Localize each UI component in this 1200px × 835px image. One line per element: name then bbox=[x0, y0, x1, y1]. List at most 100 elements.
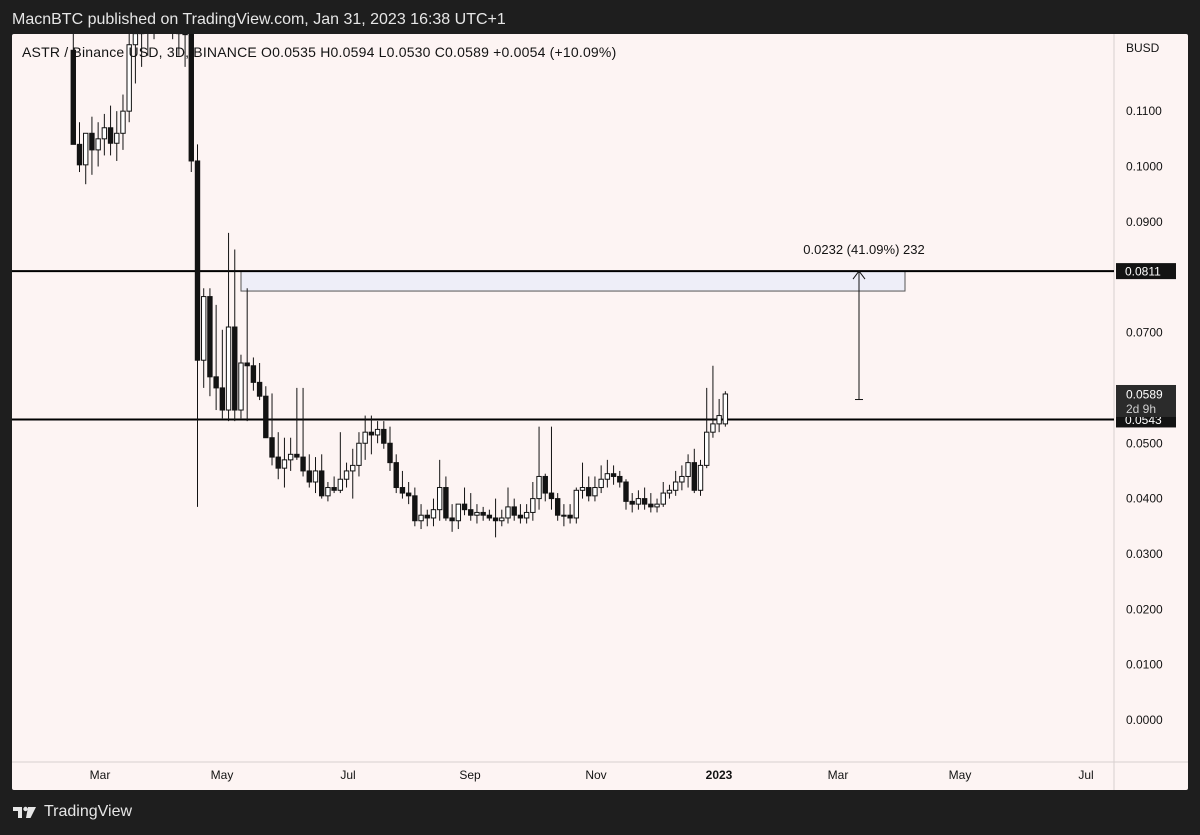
candle-down bbox=[480, 511, 486, 516]
candle-down bbox=[368, 431, 375, 436]
price-tick-label: 0.0000 bbox=[1126, 713, 1163, 727]
candle-down bbox=[412, 495, 418, 522]
time-tick-label: Mar bbox=[90, 768, 111, 782]
candle-up bbox=[536, 475, 542, 500]
candle-up bbox=[455, 503, 462, 522]
candle-up bbox=[95, 138, 101, 151]
price-axis-unit: BUSD bbox=[1126, 41, 1160, 55]
candle-up bbox=[499, 517, 505, 522]
candle-down bbox=[207, 296, 213, 378]
candle-up bbox=[604, 473, 611, 480]
candle-up bbox=[343, 470, 350, 480]
candle-up bbox=[225, 326, 232, 411]
tradingview-logo[interactable]: TradingView bbox=[12, 803, 132, 821]
candle-up bbox=[132, 34, 139, 46]
candle-down bbox=[623, 481, 629, 502]
candle-down bbox=[306, 470, 312, 483]
candle-up bbox=[660, 492, 666, 505]
candle-down bbox=[648, 503, 654, 508]
candle-up bbox=[697, 464, 704, 491]
price-tick-label: 0.0200 bbox=[1126, 602, 1163, 616]
publisher-bar: MacnBTC published on TradingView.com, Ja… bbox=[0, 0, 1200, 40]
candle-up bbox=[101, 127, 108, 140]
candle-up bbox=[337, 478, 344, 491]
level-price-tag bbox=[1116, 263, 1176, 280]
candle-up bbox=[238, 362, 244, 411]
candle-up bbox=[152, 6, 156, 12]
time-tick-label: May bbox=[211, 768, 234, 782]
candle-up bbox=[704, 431, 710, 466]
candle-down bbox=[387, 442, 393, 464]
candle-down bbox=[300, 456, 306, 472]
measure-arrow-head bbox=[852, 270, 866, 280]
candle-up bbox=[374, 428, 381, 436]
candle-down bbox=[176, 34, 182, 35]
candle-up bbox=[561, 514, 567, 517]
brand-label: TradingView bbox=[44, 803, 133, 820]
publisher-text: MacnBTC published on TradingView.com, Ja… bbox=[12, 11, 506, 28]
time-tick-label: 2023 bbox=[706, 768, 733, 782]
candle-down bbox=[269, 437, 275, 458]
current-price-tag bbox=[1116, 384, 1176, 417]
candle-down bbox=[232, 326, 238, 411]
candle-down bbox=[511, 506, 517, 516]
candle-up bbox=[666, 489, 673, 494]
candle-down bbox=[567, 514, 573, 519]
candle-down bbox=[294, 453, 300, 458]
level-price-label: 0.0811 bbox=[1125, 265, 1161, 279]
candle-down bbox=[443, 487, 449, 519]
time-tick-label: Nov bbox=[585, 768, 606, 782]
candle-up bbox=[530, 498, 536, 513]
candle-down bbox=[393, 462, 399, 489]
time-tick-label: Jul bbox=[1078, 768, 1093, 782]
candle-down bbox=[629, 500, 635, 505]
candle-up bbox=[654, 503, 660, 508]
candle-up bbox=[281, 459, 288, 469]
time-tick-label: Mar bbox=[828, 768, 849, 782]
candle-down bbox=[542, 475, 548, 494]
candle-up bbox=[505, 506, 511, 519]
candle-down bbox=[331, 487, 337, 491]
candle-up bbox=[523, 511, 530, 519]
candle-down bbox=[586, 487, 592, 497]
candle-up bbox=[672, 481, 679, 491]
candle-up bbox=[592, 487, 598, 497]
candle-up bbox=[685, 462, 691, 477]
candle-down bbox=[170, 12, 174, 18]
candle-up bbox=[710, 423, 716, 433]
candle-down bbox=[554, 498, 561, 516]
candle-up bbox=[146, 12, 150, 23]
price-tick-label: 0.0100 bbox=[1126, 658, 1163, 672]
candle-up bbox=[430, 509, 437, 519]
time-tick-label: May bbox=[949, 768, 972, 782]
candle-up bbox=[418, 514, 424, 522]
time-tick-label: Jul bbox=[340, 768, 355, 782]
candle-up bbox=[126, 44, 132, 112]
candle-up bbox=[83, 132, 89, 166]
candle-up bbox=[356, 442, 362, 466]
candle-down bbox=[399, 487, 406, 494]
candle-down bbox=[691, 462, 697, 491]
candle-up bbox=[436, 487, 443, 511]
candle-down bbox=[107, 127, 114, 144]
candle-up bbox=[598, 478, 604, 489]
plot-area bbox=[12, 6, 1114, 538]
candle-down bbox=[89, 132, 95, 151]
candle-up bbox=[635, 498, 642, 505]
candle-up bbox=[138, 34, 145, 35]
candle-down bbox=[610, 473, 617, 477]
candle-down bbox=[244, 362, 250, 367]
candle-up bbox=[474, 511, 480, 516]
price-tick-label: 0.1000 bbox=[1126, 160, 1163, 174]
candle-down bbox=[548, 492, 555, 500]
candle-down bbox=[263, 395, 269, 439]
candle-up bbox=[579, 487, 586, 491]
candle-up bbox=[312, 470, 319, 483]
candle-down bbox=[76, 143, 83, 166]
candle-down bbox=[468, 509, 474, 516]
chart-frame[interactable] bbox=[12, 34, 1188, 790]
candle-down bbox=[517, 514, 524, 519]
candle-down bbox=[250, 365, 257, 383]
price-tick-label: 0.0700 bbox=[1126, 326, 1163, 340]
